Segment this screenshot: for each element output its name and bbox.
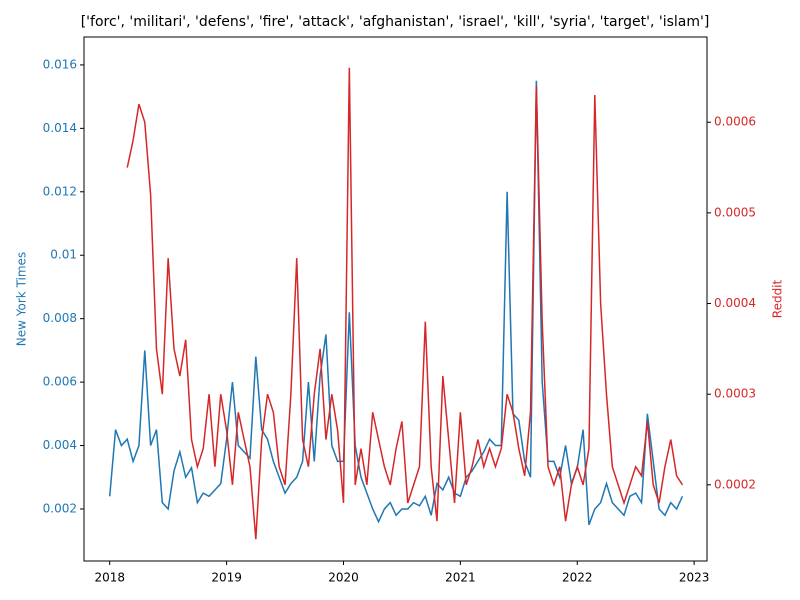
- x-tick-label: 2020: [328, 571, 359, 585]
- y-tick-label: 0.014: [43, 121, 77, 135]
- data-line: [126, 67, 684, 540]
- y2-tick-label: 0.0004: [714, 296, 756, 310]
- y-tick-label: 0.002: [43, 501, 77, 515]
- x-tick-label: 2019: [211, 571, 242, 585]
- y-tick-label: 0.012: [43, 184, 77, 198]
- y2-tick-label: 0.0002: [714, 477, 756, 491]
- y-tick-label: 0.006: [43, 375, 77, 389]
- y-tick-label: 0.008: [43, 311, 77, 325]
- plot-frame: [83, 36, 708, 562]
- y-tick-label: 0.004: [43, 438, 77, 452]
- y2-tick-label: 0.0003: [714, 387, 756, 401]
- x-tick-label: 2022: [562, 571, 593, 585]
- y-tick-label: 0.016: [43, 57, 77, 71]
- data-line: [108, 80, 684, 526]
- y2-tick-label: 0.0006: [714, 115, 756, 129]
- y-axis-label: New York Times: [15, 252, 29, 346]
- y2-axis-label: Reddit: [771, 279, 785, 318]
- chart-title: ['forc', 'militari', 'defens', 'fire', '…: [81, 14, 710, 30]
- y-tick-label: 0.01: [50, 248, 77, 262]
- x-tick-label: 2021: [445, 571, 476, 585]
- y2-tick-label: 0.0005: [714, 205, 756, 219]
- x-tick-label: 2018: [94, 571, 125, 585]
- x-tick-label: 2023: [679, 571, 710, 585]
